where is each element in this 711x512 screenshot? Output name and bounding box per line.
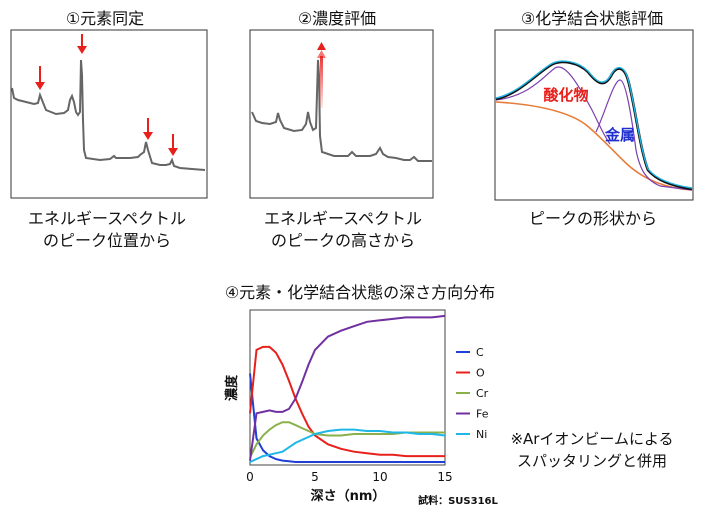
x-tick-label: 10 <box>372 470 387 484</box>
note-line1: ※Arイオンビームによる <box>510 430 673 448</box>
legend-label-c: C <box>476 346 484 359</box>
chart-plot-frame <box>249 309 446 466</box>
x-tick-label: 5 <box>311 470 319 484</box>
legend-label-o: O <box>476 367 485 380</box>
depth-profile-title: ④元素・化学結合状態の深さ方向分布 <box>225 283 495 302</box>
legend-label-ni: Ni <box>476 428 487 441</box>
panel3-oxide-curve <box>495 66 611 145</box>
panel2-title: ②濃度評価 <box>298 9 376 28</box>
sample-label: 試料：SUS316L <box>418 494 498 507</box>
chart-series-lines <box>249 314 446 463</box>
legend-label-cr: Cr <box>476 387 489 400</box>
legend-label-fe: Fe <box>476 408 489 421</box>
panel3-envelope-cyan <box>495 60 693 189</box>
chart-x-ticks: 0 5 10 15 <box>246 470 452 484</box>
panel2-frame <box>249 29 434 199</box>
panel2-caption-line2: のピークの高さから <box>271 231 415 250</box>
chart-x-axis-label: 深さ（nm） <box>311 488 386 504</box>
panel3-metal-curve <box>595 79 693 191</box>
series-line-c <box>249 373 445 463</box>
panel2-caption-line1: エネルギースペクトル <box>264 209 422 228</box>
panel1-spectrum <box>11 59 206 171</box>
panel2-spectrum <box>251 59 432 162</box>
chart-y-axis-label: 濃度 <box>224 374 240 401</box>
panel1-caption-line2: のピーク位置から <box>43 231 171 250</box>
note-line2: スパッタリングと併用 <box>517 452 667 470</box>
x-tick-label: 15 <box>437 470 452 484</box>
x-tick-label: 0 <box>246 470 254 484</box>
panel2-arrows <box>317 42 326 108</box>
series-line-ni <box>249 428 446 463</box>
panel1-title: ①元素同定 <box>66 9 144 28</box>
panel3-title: ③化学結合状態評価 <box>521 9 663 28</box>
panel3-oxide-label: 酸化物 <box>543 86 588 104</box>
panel1-caption-line1: エネルギースペクトル <box>28 209 186 228</box>
panel3-caption: ピークの形状から <box>529 209 657 228</box>
panel1-frame <box>10 29 208 199</box>
panel3-metal-label: 金属 <box>604 126 635 144</box>
chart-legend: CO Cr Fe Ni <box>456 346 489 441</box>
series-line-o <box>249 345 445 458</box>
panel1-arrows <box>35 34 178 156</box>
panel3-background-curve <box>495 101 693 191</box>
series-line-fe <box>249 314 446 461</box>
